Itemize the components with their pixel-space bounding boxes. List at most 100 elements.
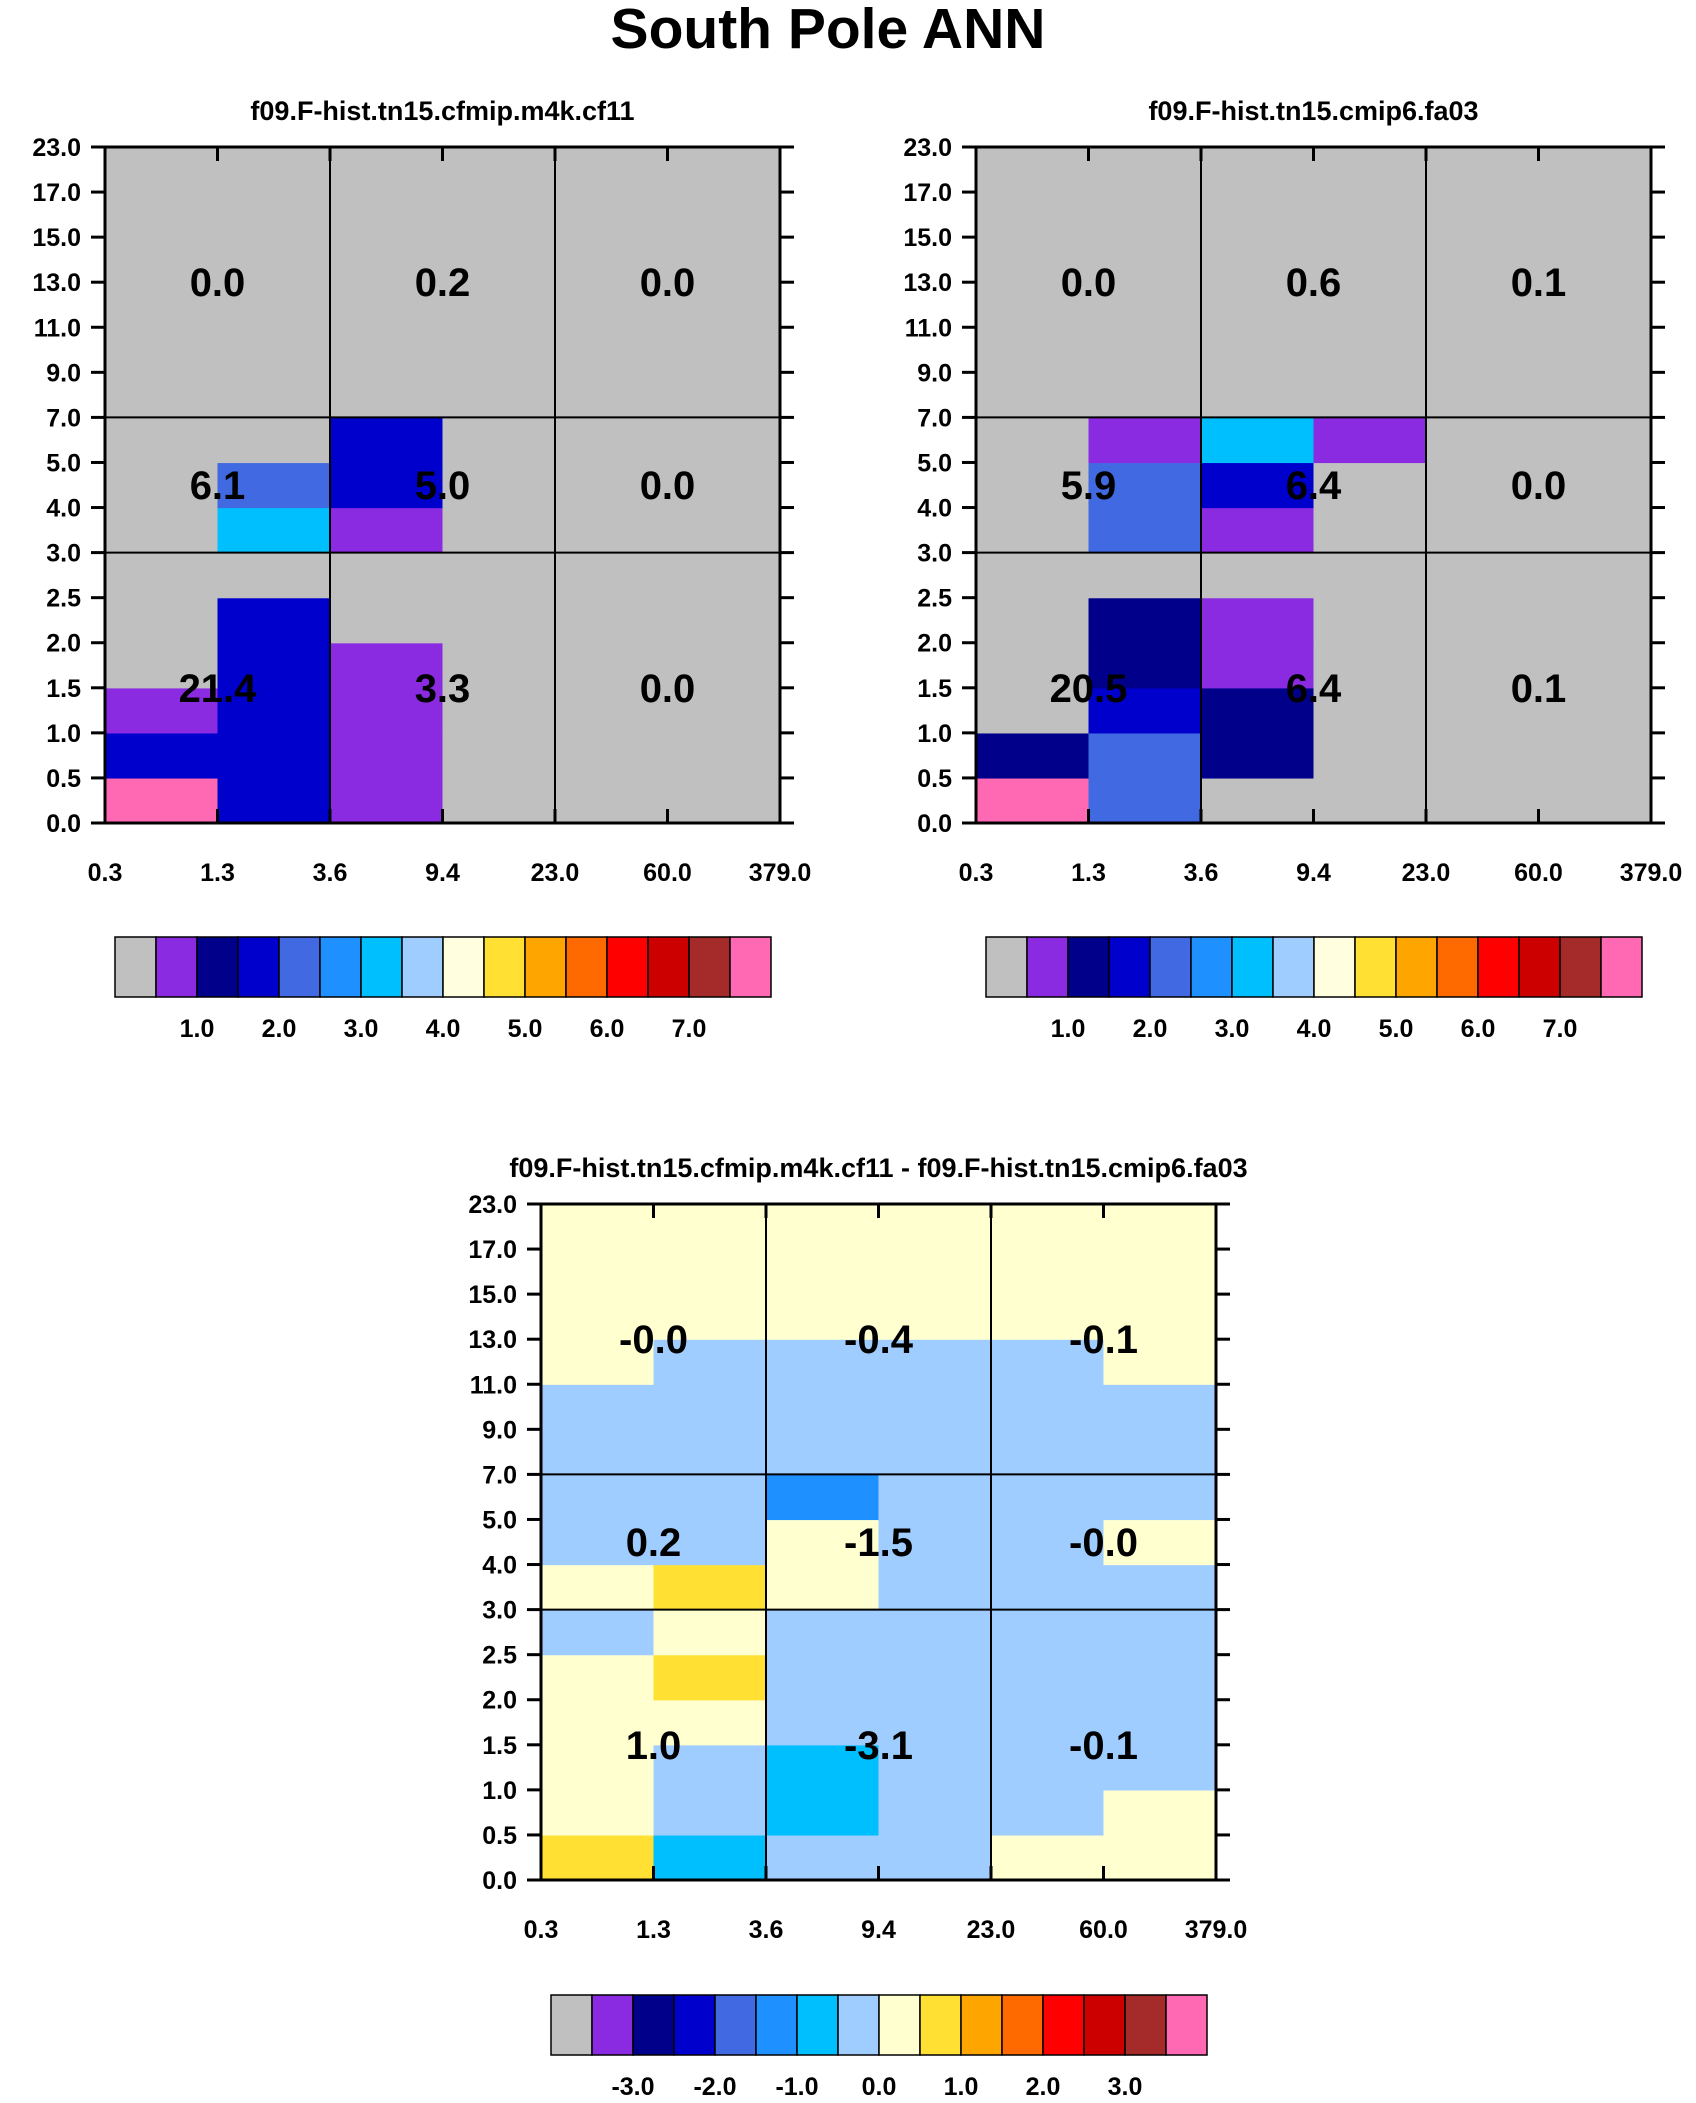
heatmap-cell xyxy=(991,1339,1105,1385)
colorbar-label: 1.0 xyxy=(180,1015,215,1043)
block-total-label: 6.4 xyxy=(1286,464,1342,508)
heatmap-cell xyxy=(1103,1564,1217,1611)
heatmap-cell xyxy=(330,462,444,509)
heatmap-cell xyxy=(1088,642,1202,689)
heatmap-cell xyxy=(766,1789,880,1836)
heatmap-cell xyxy=(878,1474,992,1521)
colorbar-swatch xyxy=(1231,936,1274,998)
heatmap-cell xyxy=(1313,192,1427,238)
y-tick-label: 2.0 xyxy=(917,630,952,658)
heatmap-cell xyxy=(976,237,1090,283)
y-tick-label: 3.0 xyxy=(917,540,952,568)
heatmap-cell xyxy=(330,417,444,464)
heatmap-cell xyxy=(1201,372,1315,418)
heatmap-cell xyxy=(976,282,1090,328)
colorbar-label: 3.0 xyxy=(1215,1015,1250,1043)
panel-b: 0.3 1.3 3.6 9.4 23.0 60.0 379.0 0.0 0.5 1.0 1.5 2.0… xyxy=(903,96,1682,1043)
block-total-label: -1.5 xyxy=(844,1521,913,1565)
heatmap-cell xyxy=(667,777,781,824)
heatmap-cell xyxy=(442,192,556,238)
panel-diff: 0.3 1.3 3.6 9.4 23.0 60.0 379.0 0.0 0.5 1.0 1.5 2.0… xyxy=(468,1153,1247,2101)
colorbar-label: 0.0 xyxy=(862,2073,897,2101)
heatmap-cell xyxy=(1103,1384,1217,1430)
heatmap-cell xyxy=(667,147,781,193)
colorbar-swatch xyxy=(647,936,690,998)
y-tick-label: 1.0 xyxy=(482,1777,517,1805)
heatmap-cell xyxy=(541,1204,655,1250)
heatmap-cell xyxy=(217,642,331,689)
heatmap-cell xyxy=(105,327,219,373)
block-total-label: 20.5 xyxy=(1050,667,1128,711)
panel-a: 0.3 1.3 3.6 9.4 23.0 60.0 379.0 0.0 0.5 1.0 1.5 2.0… xyxy=(32,96,811,1043)
heatmap-cell xyxy=(1103,1474,1217,1521)
heatmap-cell xyxy=(1103,1744,1217,1791)
heatmap-cell xyxy=(1313,552,1427,599)
heatmap-cell xyxy=(1088,732,1202,779)
heatmap-cell xyxy=(217,597,331,644)
heatmap-cell xyxy=(1426,237,1540,283)
colorbar-swatch xyxy=(1190,936,1233,998)
heatmap-cell xyxy=(991,1429,1105,1475)
colorbar-swatch xyxy=(755,1994,798,2056)
heatmap-cell xyxy=(878,1699,992,1746)
heatmap-cell xyxy=(217,192,331,238)
y-tick-label: 7.0 xyxy=(917,404,952,432)
colorbar-swatch xyxy=(565,936,608,998)
heatmap-cell xyxy=(766,1834,880,1881)
x-tick-label: 1.3 xyxy=(636,1916,671,1944)
block-total-label: 0.2 xyxy=(626,1521,682,1565)
heatmap-cell xyxy=(653,1474,767,1521)
colorbar-label: 1.0 xyxy=(1051,1015,1086,1043)
heatmap-cell xyxy=(667,687,781,734)
heatmap-cell xyxy=(1313,417,1427,464)
colorbar-swatch xyxy=(837,1994,880,2056)
block-total-label: 0.0 xyxy=(1511,464,1567,508)
heatmap-cell xyxy=(1103,1789,1217,1836)
y-tick-label: 0.5 xyxy=(917,765,952,793)
heatmap-cell xyxy=(442,732,556,779)
heatmap-cell xyxy=(991,1609,1105,1656)
y-tick-label: 2.5 xyxy=(46,585,81,613)
y-tick-label: 15.0 xyxy=(32,224,81,252)
heatmap-cell xyxy=(442,372,556,418)
heatmap-cell xyxy=(217,507,331,554)
heatmap-cell xyxy=(991,1564,1105,1611)
y-tick-label: 15.0 xyxy=(903,224,952,252)
x-tick-label: 23.0 xyxy=(967,1916,1016,1944)
heatmap-cell xyxy=(217,147,331,193)
heatmap-cell xyxy=(1538,147,1652,193)
heatmap-cell xyxy=(555,732,669,779)
heatmap-cell xyxy=(1313,327,1427,373)
heatmap-cell xyxy=(442,687,556,734)
heatmap-cell xyxy=(1538,687,1652,734)
colorbar-swatch xyxy=(1559,936,1602,998)
colorbar-swatch xyxy=(442,936,485,998)
colorbar-swatch xyxy=(714,1994,757,2056)
colorbar-label: 7.0 xyxy=(1543,1015,1578,1043)
heatmap-cell xyxy=(878,1654,992,1701)
heatmap-cell xyxy=(1103,1654,1217,1701)
block-total-label: -3.1 xyxy=(844,1724,913,1768)
heatmap-cell xyxy=(555,687,669,734)
y-tick-label: 2.5 xyxy=(482,1642,517,1670)
heatmap-cell xyxy=(541,1519,655,1566)
heatmap-cell xyxy=(1103,1609,1217,1656)
colorbar-label: 4.0 xyxy=(1297,1015,1332,1043)
heatmap-cell xyxy=(976,417,1090,464)
colorbar-label: -3.0 xyxy=(611,2073,654,2101)
y-tick-label: 1.0 xyxy=(46,720,81,748)
heatmap-cell xyxy=(1201,552,1315,599)
heatmap-cell xyxy=(653,1384,767,1430)
heatmap-cell xyxy=(1313,507,1427,554)
heatmap-cell xyxy=(1426,192,1540,238)
heatmap-cell xyxy=(991,1384,1105,1430)
x-tick-label: 3.6 xyxy=(313,859,348,887)
heatmap-cell xyxy=(1426,462,1540,509)
y-tick-label: 2.0 xyxy=(482,1687,517,1715)
y-tick-label: 23.0 xyxy=(903,134,952,162)
heatmap-cell xyxy=(555,642,669,689)
heatmap-cell xyxy=(766,1339,880,1385)
heatmap-cell xyxy=(1313,147,1427,193)
x-tick-label: 23.0 xyxy=(1402,859,1451,887)
heatmap-cell xyxy=(442,462,556,509)
